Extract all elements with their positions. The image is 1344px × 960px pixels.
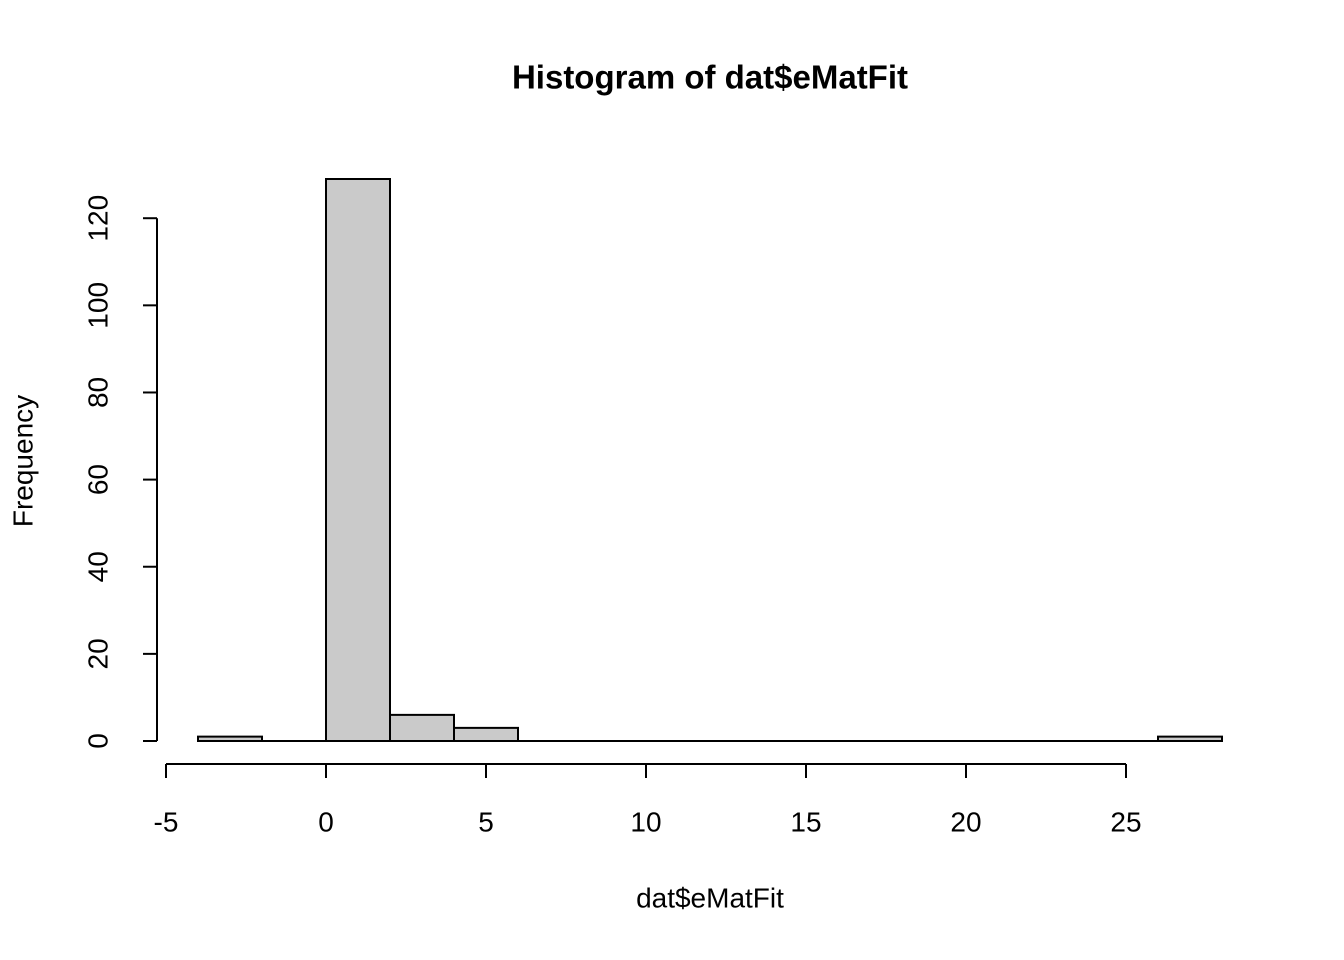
y-tick-label: 120 [82,195,113,242]
bar [389,713,455,742]
x-tick-label: 5 [478,806,494,837]
chart-title: Histogram of dat$eMatFit [512,59,908,96]
y-tick-label: 40 [82,551,113,582]
x-tick-label: 20 [950,806,981,837]
bar [453,726,519,742]
bar [325,178,391,742]
x-tick-label: 15 [790,806,821,837]
x-axis-label: dat$eMatFit [636,882,784,913]
bar [1157,735,1223,742]
bar [197,735,263,742]
y-tick-label: 20 [82,638,113,669]
y-axis-label: Frequency [7,395,38,527]
x-tick-label: -5 [154,806,179,837]
x-tick-label: 0 [318,806,334,837]
y-tick-label: 80 [82,377,113,408]
y-tick-label: 100 [82,282,113,329]
x-tick-label: 10 [630,806,661,837]
y-tick-label: 0 [82,733,113,749]
x-tick-label: 25 [1110,806,1141,837]
y-tick-label: 60 [82,464,113,495]
